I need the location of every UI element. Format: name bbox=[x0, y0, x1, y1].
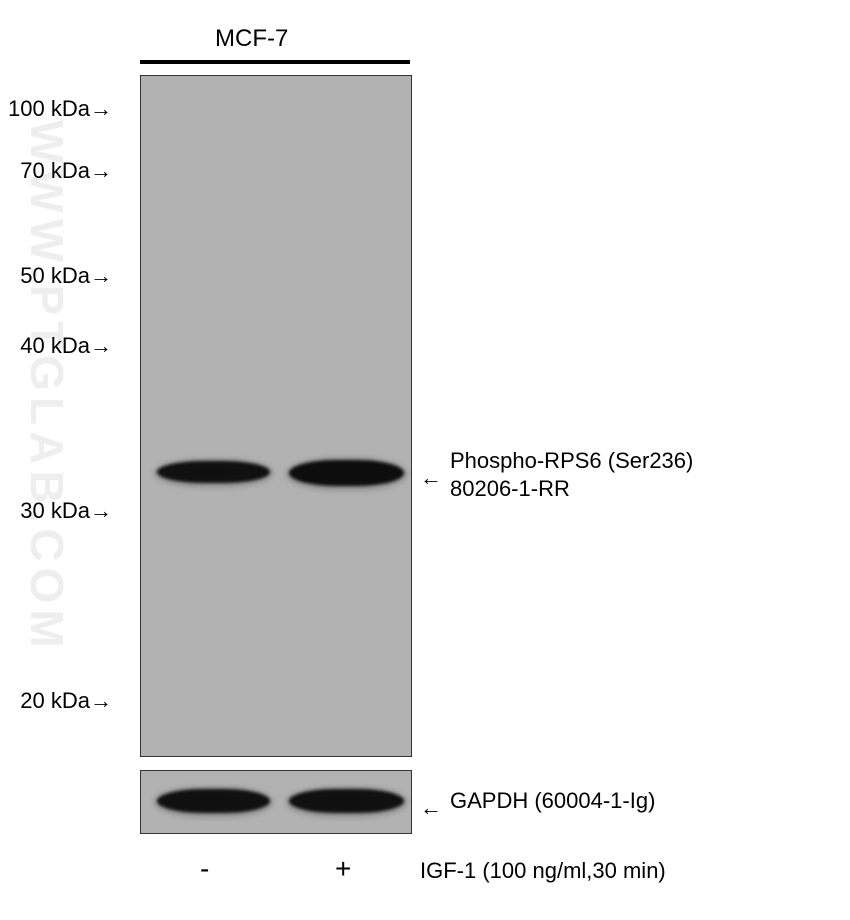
treatment-label: IGF-1 (100 ng/ml,30 min) bbox=[420, 858, 666, 884]
cell-line-bar bbox=[140, 60, 410, 64]
target-band-arrow: ← bbox=[420, 465, 442, 491]
mw-marker-label: 20 kDa→ bbox=[0, 688, 112, 714]
mw-marker-label: 70 kDa→ bbox=[0, 158, 112, 184]
mw-marker-label: 100 kDa→ bbox=[0, 96, 112, 122]
loading-band-arrow: ← bbox=[420, 795, 442, 821]
loading-label: GAPDH (60004-1-Ig) bbox=[450, 788, 655, 814]
target-label-line2: 80206-1-RR bbox=[450, 476, 570, 502]
mw-marker-label: 30 kDa→ bbox=[0, 498, 112, 524]
mw-marker-label: 50 kDa→ bbox=[0, 263, 112, 289]
target-label-line1: Phospho-RPS6 (Ser236) bbox=[450, 448, 693, 474]
treatment-symbol: + bbox=[335, 853, 351, 885]
cell-line-label: MCF-7 bbox=[215, 25, 288, 53]
band bbox=[157, 461, 270, 483]
treatment-symbol: - bbox=[200, 853, 209, 885]
band bbox=[289, 789, 404, 813]
band bbox=[157, 789, 270, 813]
watermark: WWW.PTGLAB.COM bbox=[20, 120, 74, 654]
mw-marker-label: 40 kDa→ bbox=[0, 333, 112, 359]
main-blot bbox=[140, 75, 412, 757]
band bbox=[289, 460, 404, 486]
figure-container: WWW.PTGLAB.COM MCF-7 100 kDa→ 70 kDa→ 50 k… bbox=[0, 0, 850, 920]
